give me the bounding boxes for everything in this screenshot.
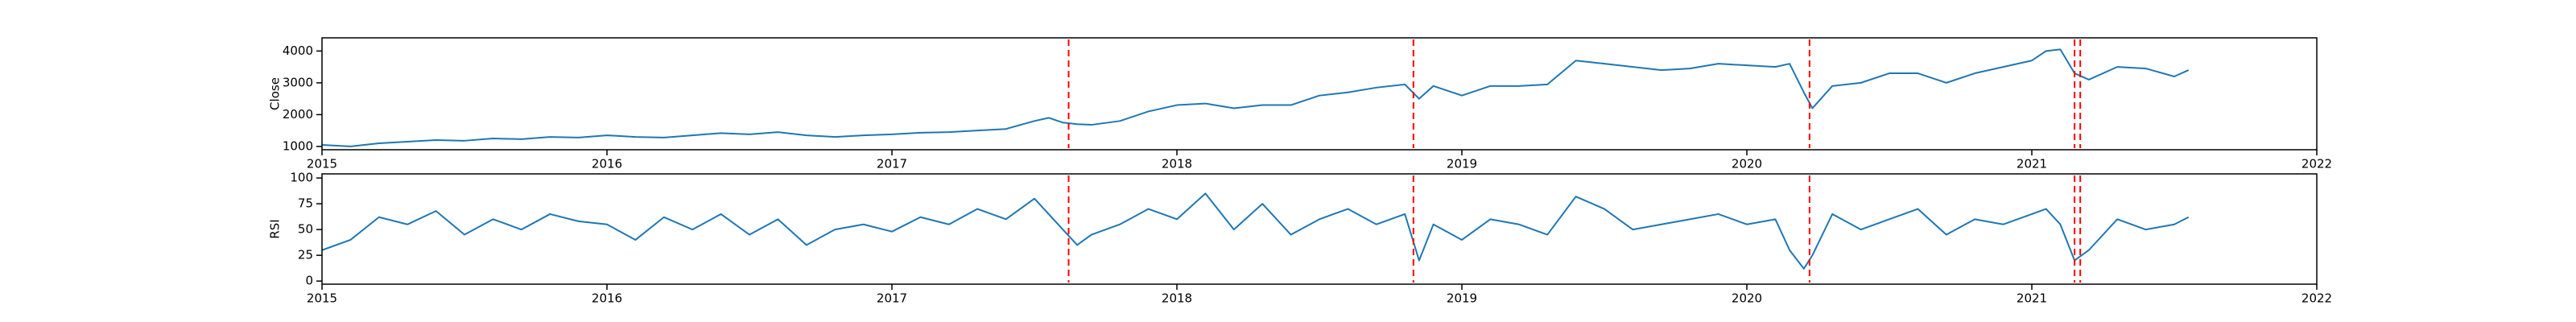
x-tick-label: 2017	[877, 157, 907, 171]
axes-frame	[321, 173, 2318, 285]
y-tick-label: 25	[298, 248, 313, 262]
x-tick-label: 2018	[1162, 157, 1192, 171]
y-tick-label: 100	[290, 171, 313, 185]
x-tick-label: 2018	[1162, 291, 1192, 306]
x-tick-label: 2019	[1447, 157, 1477, 171]
x-tick-label: 2019	[1447, 291, 1477, 306]
x-tick-label: 2021	[2017, 291, 2047, 306]
x-tick-label: 2020	[1732, 291, 1762, 306]
x-tick-label: 2022	[2301, 157, 2332, 171]
x-tick-label: 2016	[592, 157, 622, 171]
x-tick-label: 2016	[592, 291, 622, 306]
x-tick-label: 2015	[307, 157, 337, 171]
x-tick-label: 2021	[2017, 157, 2047, 171]
y-tick-label: 0	[305, 274, 313, 288]
y-tick-label: 3000	[283, 75, 313, 89]
y-tick-label: 2000	[283, 107, 313, 122]
data-line	[321, 192, 2190, 270]
x-tick-label: 2022	[2301, 291, 2332, 306]
y-axis-label: Close	[268, 77, 283, 110]
y-tick-label: 1000	[283, 138, 313, 153]
x-tick-label: 2015	[307, 291, 337, 306]
y-tick-label: 75	[298, 196, 313, 211]
axes-frame	[321, 37, 2318, 151]
x-tick-label: 2020	[1732, 157, 1762, 171]
y-axis-label: RSI	[268, 219, 283, 238]
y-tick-label: 4000	[283, 43, 313, 58]
data-line	[321, 48, 2190, 147]
y-tick-label: 50	[298, 222, 313, 237]
x-tick-label: 2017	[877, 291, 907, 306]
